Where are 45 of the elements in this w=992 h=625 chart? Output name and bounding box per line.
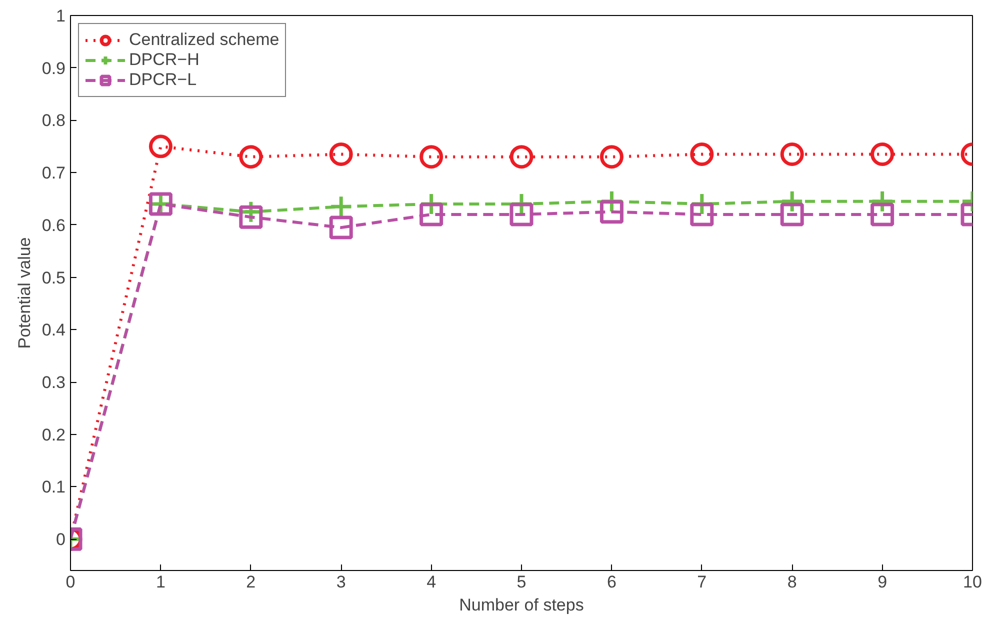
point [780, 190, 804, 214]
x-tick-label: 1 [156, 572, 166, 592]
legend-label: DPCR−L [129, 70, 197, 90]
x-tick-label: 2 [246, 572, 256, 592]
y-tick-label: 0 [56, 530, 66, 550]
y-tick-label: 0.2 [42, 425, 66, 444]
point [420, 202, 444, 226]
point [329, 216, 353, 240]
y-tick-label: 0.3 [42, 373, 66, 392]
point [239, 145, 263, 169]
x-tick-label: 9 [878, 572, 888, 592]
legend-label: Centralized scheme [129, 30, 280, 50]
point [239, 205, 263, 229]
y-tick-label: 0.8 [42, 111, 66, 130]
y-tick-label: 1 [56, 6, 66, 26]
y-axis-title: Potential value [14, 237, 34, 349]
x-tick-label: 4 [426, 572, 436, 592]
point [780, 202, 804, 226]
y-tick-label: 0.4 [42, 320, 66, 340]
y-tick-label: 0.6 [42, 216, 66, 235]
y-tick-label: 0.1 [42, 478, 66, 497]
point [510, 145, 534, 169]
point [329, 142, 353, 166]
x-tick-label: 10 [963, 572, 982, 592]
point [870, 202, 894, 226]
legend-label: DPCR−H [129, 50, 200, 70]
x-axis-title: Number of steps [459, 596, 584, 614]
point [690, 202, 714, 226]
x-tick-label: 3 [336, 572, 346, 592]
y-tick-label: 0.9 [42, 58, 66, 78]
x-tick-label: 8 [787, 572, 797, 592]
point [600, 200, 624, 224]
point [870, 142, 894, 166]
x-tick-label: 7 [697, 572, 707, 592]
point [870, 190, 894, 214]
y-tick-label: 0.7 [42, 164, 66, 183]
y-tick-label: 0.5 [42, 268, 66, 288]
x-tick-label: 6 [606, 572, 616, 592]
point [510, 202, 534, 226]
x-tick-label: 5 [516, 572, 526, 592]
point [780, 142, 804, 166]
point [690, 142, 714, 166]
point [148, 134, 172, 158]
point [600, 145, 624, 169]
point [420, 145, 444, 169]
